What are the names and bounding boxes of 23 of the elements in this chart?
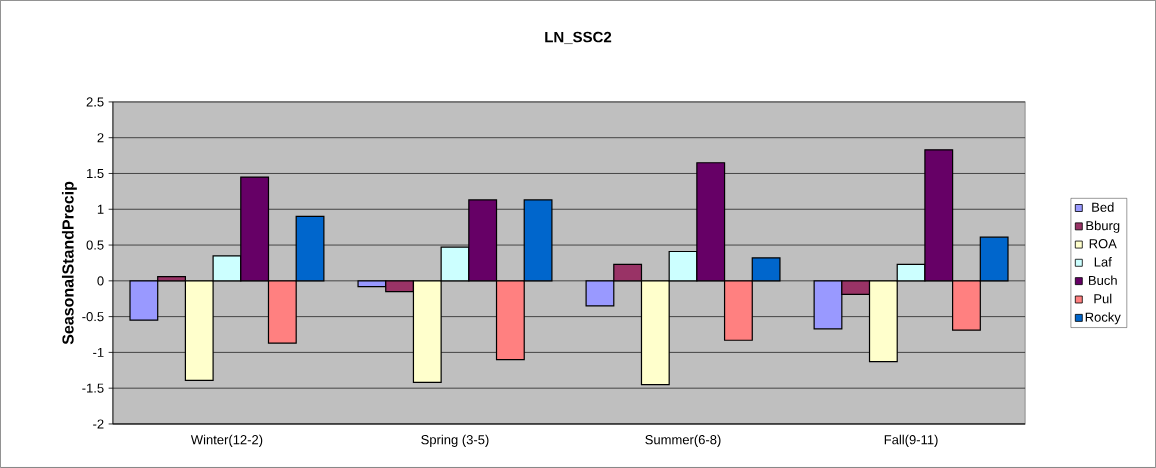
y-tick-label: -1.5 (82, 383, 104, 393)
legend-label: Bburg (1086, 220, 1120, 233)
y-tick-label: -1 (93, 347, 104, 357)
y-tick-label: -0.5 (82, 312, 104, 322)
y-tick-label: 2 (97, 133, 104, 143)
x-tick-label: Summer(6-8) (645, 434, 721, 447)
y-tick-label: 2.5 (86, 97, 104, 107)
legend-label: Bed (1092, 202, 1114, 212)
legend-label: Laf (1094, 257, 1112, 267)
y-tick-label: 0.5 (86, 240, 104, 250)
x-tick-label: Spring (3-5) (421, 434, 489, 447)
chart-title: LN_SSC2 (545, 31, 612, 45)
y-axis-title: SeasonalStandPrecip (61, 181, 77, 345)
y-tick-label: 1 (97, 204, 104, 214)
y-tick-label: 1.5 (87, 169, 104, 179)
legend-label: Buch (1089, 275, 1117, 286)
legend-label: Rocky (1085, 312, 1121, 325)
legend-label: Pul (1094, 293, 1112, 304)
y-tick-label: 0 (97, 276, 104, 286)
x-tick-label: Fall(9-11) (884, 434, 938, 447)
legend-label: ROA (1089, 239, 1117, 249)
x-tick-label: Winter(12-2) (190, 434, 263, 447)
y-tick-label: -2 (93, 419, 104, 429)
